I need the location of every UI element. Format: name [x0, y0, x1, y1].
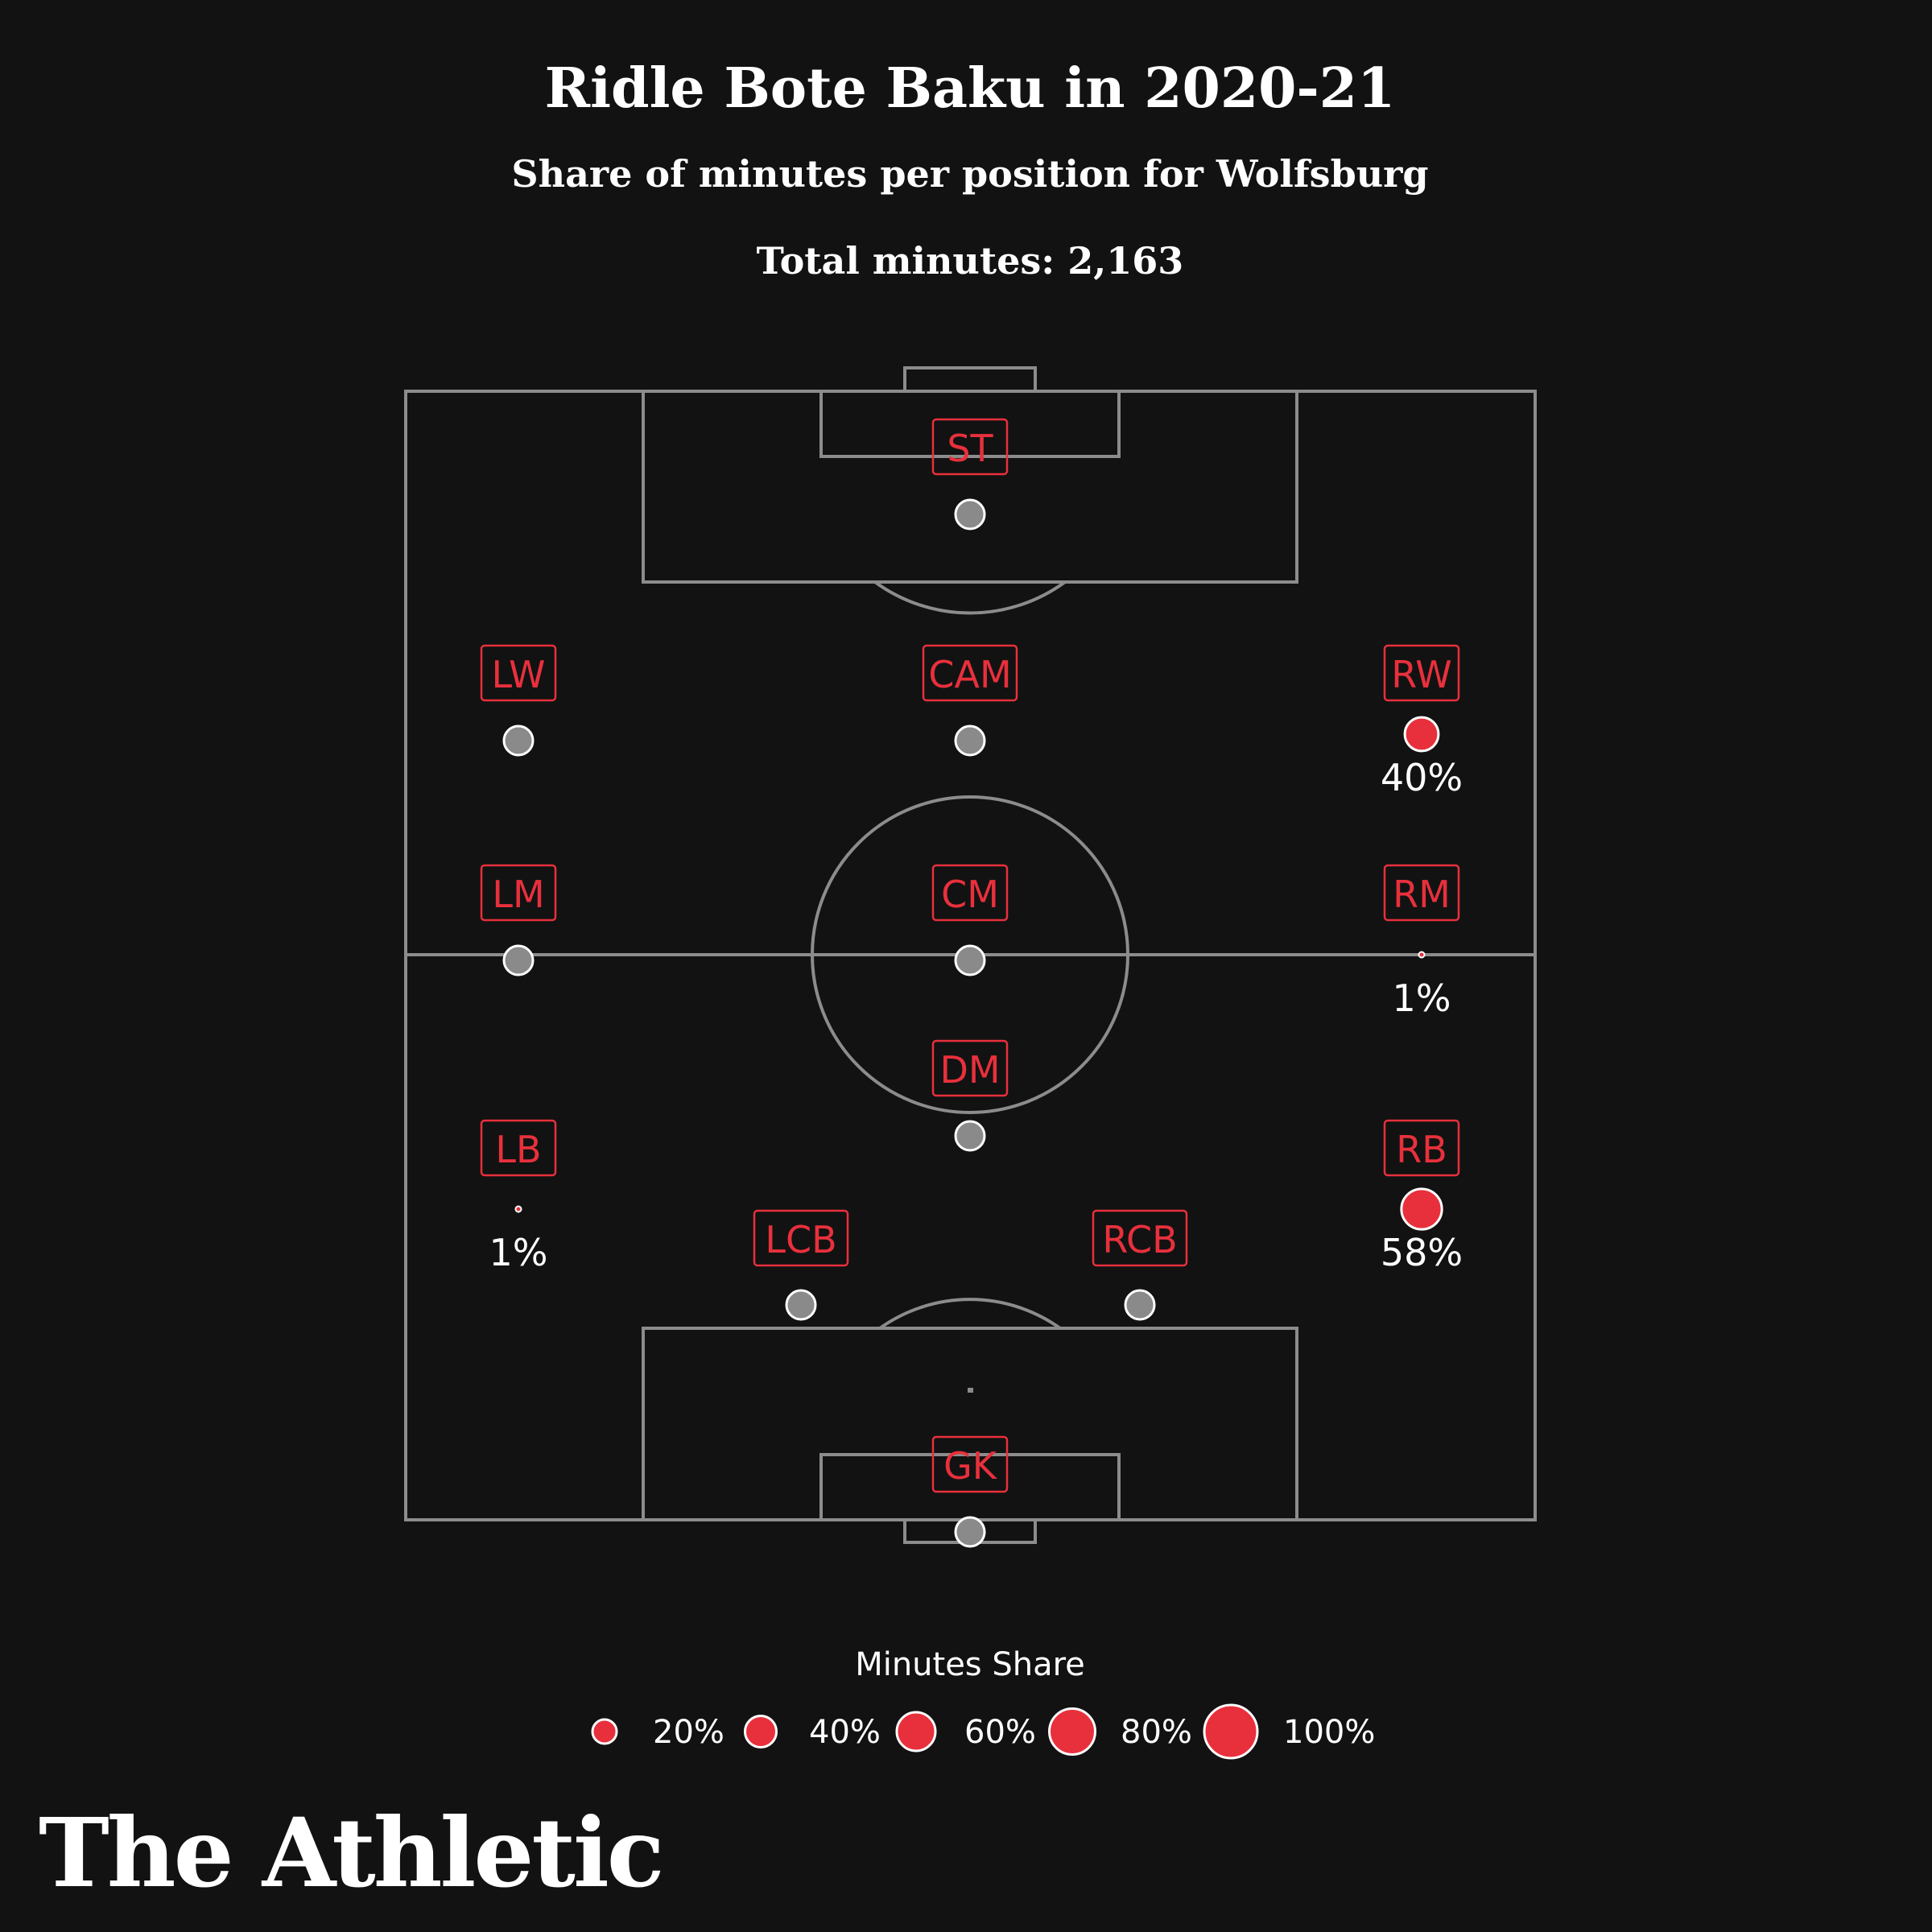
- position-label-box: [1383, 644, 1460, 702]
- legend-marker: [591, 1718, 618, 1745]
- empty-marker: [1124, 1289, 1156, 1321]
- penalty-spot: [968, 1388, 973, 1393]
- position-rm: RM 1%: [1383, 864, 1460, 1020]
- share-marker: [1403, 716, 1440, 753]
- position-label: CAM: [928, 653, 1011, 696]
- legend-label: 100%: [1283, 1714, 1375, 1751]
- share-marker: [1418, 951, 1426, 959]
- empty-marker: [785, 1289, 817, 1321]
- position-markers: ST LW CAM RW 40% LM CM RM 1% DM LB 1% RB 58% LCB RCB GK: [480, 418, 1463, 1548]
- position-label-box: [931, 1039, 1009, 1097]
- chart-title: Ridle Bote Baku in 2020-21: [545, 56, 1396, 121]
- brand-logo: The Athletic: [39, 1797, 663, 1909]
- legend-marker: [744, 1715, 778, 1748]
- position-lw: LW: [480, 644, 557, 757]
- position-rw: RW 40%: [1381, 644, 1463, 799]
- top-goal: [903, 366, 1037, 393]
- position-label-box: [480, 1119, 557, 1177]
- legend-marker: [1203, 1703, 1259, 1760]
- position-label-box: [931, 1435, 1009, 1493]
- empty-marker: [502, 944, 535, 976]
- legend-title: Minutes Share: [855, 1646, 1085, 1683]
- legend-item: 80%: [1048, 1707, 1192, 1756]
- position-dm: DM: [931, 1039, 1009, 1152]
- empty-marker: [954, 1516, 986, 1548]
- position-label: LB: [495, 1128, 541, 1171]
- legend-item: 60%: [895, 1711, 1036, 1752]
- legend-item: 20%: [591, 1714, 724, 1751]
- position-label: RB: [1396, 1128, 1447, 1171]
- share-marker: [514, 1205, 522, 1213]
- share-value-label: 1%: [489, 1231, 548, 1274]
- legend-item: 40%: [744, 1714, 881, 1751]
- position-label: DM: [939, 1048, 1000, 1092]
- share-value-label: 1%: [1393, 976, 1451, 1020]
- position-label-box: [753, 1209, 849, 1267]
- position-label-box: [1383, 1119, 1460, 1177]
- position-label-box: [1383, 864, 1460, 922]
- position-rcb: RCB: [1092, 1209, 1188, 1321]
- position-label-box: [922, 644, 1018, 702]
- position-label: RW: [1391, 653, 1452, 696]
- empty-marker: [954, 724, 986, 757]
- position-cm: CM: [931, 864, 1009, 976]
- empty-marker: [954, 1120, 986, 1152]
- empty-marker: [502, 724, 535, 757]
- position-label: LM: [492, 873, 544, 916]
- share-value-label: 58%: [1381, 1231, 1463, 1274]
- legend-label: 60%: [964, 1714, 1036, 1751]
- position-gk: GK: [931, 1435, 1009, 1548]
- position-label: LW: [492, 653, 546, 696]
- position-label-box: [480, 864, 557, 922]
- center-circle: [811, 795, 1129, 1114]
- position-lm: LM: [480, 864, 557, 976]
- share-value-label: 40%: [1381, 756, 1463, 799]
- top-penalty-arc: [873, 580, 1067, 615]
- position-label-box: [1092, 1209, 1188, 1267]
- position-label-box: [931, 418, 1009, 476]
- position-label-box: [480, 644, 557, 702]
- legend-label: 20%: [653, 1714, 724, 1751]
- position-label: RCB: [1102, 1218, 1177, 1261]
- legend-label: 80%: [1121, 1714, 1192, 1751]
- position-label: GK: [943, 1444, 998, 1488]
- position-label-box: [931, 864, 1009, 922]
- position-label: RM: [1393, 873, 1451, 916]
- legend-item: 100%: [1203, 1703, 1375, 1760]
- bottom-penalty-arc: [878, 1298, 1062, 1330]
- position-label: ST: [947, 427, 993, 470]
- legend-label: 40%: [809, 1714, 881, 1751]
- position-rb: RB 58%: [1381, 1119, 1463, 1274]
- position-lb: LB 1%: [480, 1119, 557, 1274]
- legend-items: 20% 40% 60% 80% 100%: [591, 1703, 1375, 1760]
- legend: Minutes Share 20% 40% 60% 80% 100%: [591, 1646, 1375, 1760]
- share-marker: [1400, 1187, 1443, 1231]
- legend-marker: [895, 1711, 937, 1752]
- chart-subtitle: Share of minutes per position for Wolfsb…: [511, 152, 1428, 196]
- legend-marker: [1048, 1707, 1096, 1756]
- position-cam: CAM: [922, 644, 1018, 757]
- position-st: ST: [931, 418, 1009, 530]
- total-minutes: Total minutes: 2,163: [757, 239, 1184, 283]
- position-label: CM: [941, 873, 999, 916]
- empty-marker: [954, 498, 986, 530]
- position-lcb: LCB: [753, 1209, 849, 1321]
- position-label: LCB: [765, 1218, 836, 1261]
- empty-marker: [954, 944, 986, 976]
